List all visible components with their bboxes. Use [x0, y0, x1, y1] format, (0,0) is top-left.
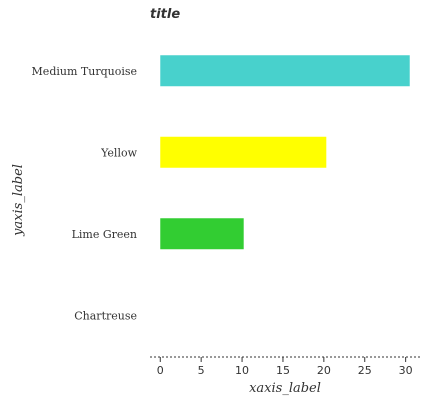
category-labels: Chartreuse Lime Green Yellow Medium Turquoi… [32, 65, 138, 323]
x-tick-label-15: 15 [276, 364, 290, 377]
x-tick-label-0: 0 [157, 364, 164, 377]
x-axis-label: xaxis_label [249, 381, 321, 396]
x-tick-label-30: 30 [399, 364, 413, 377]
bars-group [160, 55, 410, 250]
bar-medium-turquoise [160, 55, 410, 87]
category-label-yellow: Yellow [100, 146, 137, 159]
category-label-lime-green: Lime Green [72, 228, 137, 241]
category-label-medium-turquoise: Medium Turquoise [32, 65, 137, 78]
bar-lime-green [160, 218, 244, 250]
x-tick-label-25: 25 [358, 364, 372, 377]
category-label-chartreuse: Chartreuse [74, 309, 137, 322]
bar-yellow [160, 136, 327, 168]
chart-title: title [150, 7, 180, 22]
y-axis-label: yaxis_label [11, 164, 26, 237]
x-tick-label-10: 10 [235, 364, 249, 377]
x-tick-label-20: 20 [317, 364, 331, 377]
x-axis: 0 5 10 15 20 25 30 [150, 356, 420, 377]
x-tick-label-5: 5 [198, 364, 205, 377]
